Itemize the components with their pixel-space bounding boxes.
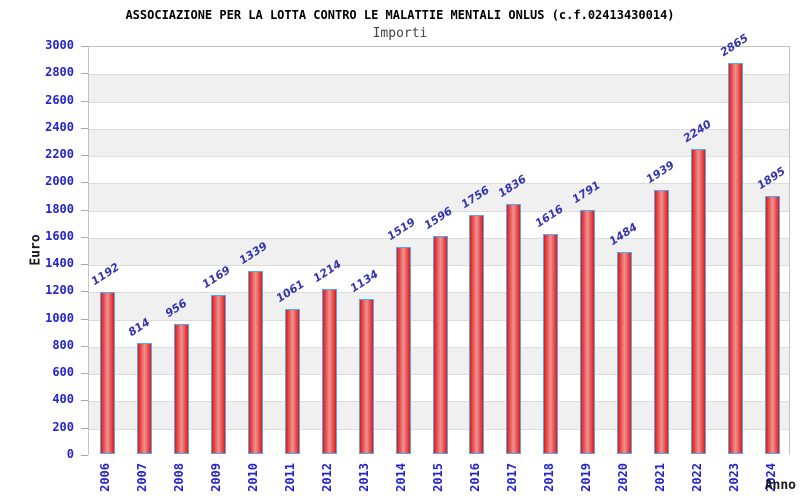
bar xyxy=(358,299,374,454)
x-tick-label: 2022 xyxy=(689,463,704,492)
x-tick-label: 2011 xyxy=(283,463,298,492)
x-tick-label: 2008 xyxy=(172,463,187,492)
y-tick-mark xyxy=(81,400,88,402)
y-tick-mark xyxy=(81,155,88,157)
y-tick-label: 1200 xyxy=(45,283,74,298)
x-tick-label: 2009 xyxy=(209,463,224,492)
y-tick-mark xyxy=(81,455,88,456)
gridline xyxy=(89,210,789,212)
bar xyxy=(136,343,152,454)
y-tick-mark xyxy=(81,373,88,375)
gridline xyxy=(89,156,789,158)
background-band xyxy=(89,128,789,157)
x-axis-title: Anno xyxy=(764,478,796,493)
y-tick-label: 1600 xyxy=(45,228,74,243)
x-tick-label: 2013 xyxy=(357,463,372,492)
x-tick-label: 2012 xyxy=(320,463,335,492)
x-tick-label: 2010 xyxy=(246,463,261,492)
x-tick-label: 2019 xyxy=(578,463,593,492)
y-tick-label: 1000 xyxy=(45,310,74,325)
gridline xyxy=(89,183,789,185)
chart-subtitle: Importi xyxy=(372,26,428,41)
y-tick-mark xyxy=(81,182,88,184)
y-tick-mark xyxy=(81,127,88,129)
x-tick-label: 2021 xyxy=(652,463,667,492)
y-tick-mark xyxy=(81,100,88,102)
y-tick-mark xyxy=(81,345,88,347)
y-tick-label: 2400 xyxy=(45,119,74,134)
bar xyxy=(580,209,596,454)
gridline xyxy=(89,101,789,103)
gridline xyxy=(89,74,789,76)
bar xyxy=(432,236,448,454)
x-tick-label: 2020 xyxy=(615,463,630,492)
y-tick-label: 1400 xyxy=(45,256,74,271)
chart-title: ASSOCIAZIONE PER LA LOTTA CONTRO LE MALA… xyxy=(125,8,675,22)
x-tick-label: 2018 xyxy=(541,463,556,492)
y-tick-label: 2800 xyxy=(45,65,74,80)
x-tick-label: 2006 xyxy=(98,463,113,492)
y-tick-label: 1800 xyxy=(45,201,74,216)
y-tick-label: 2600 xyxy=(45,92,74,107)
y-tick-mark xyxy=(81,46,88,47)
y-tick-label: 3000 xyxy=(45,38,74,52)
x-tick-label: 2015 xyxy=(431,463,445,492)
bar xyxy=(210,294,226,454)
x-tick-label: 2017 xyxy=(504,463,519,492)
bar xyxy=(506,203,522,454)
bar xyxy=(173,323,189,454)
background-band xyxy=(89,210,789,238)
y-tick-label: 0 xyxy=(66,447,74,461)
y-tick-mark xyxy=(81,318,88,320)
y-tick-label: 600 xyxy=(52,365,74,380)
y-tick-label: 200 xyxy=(52,419,74,434)
y-tick-mark xyxy=(81,236,88,238)
background-band xyxy=(89,74,789,102)
bar xyxy=(543,233,559,454)
y-tick-mark xyxy=(81,291,88,293)
y-tick-mark xyxy=(81,209,88,211)
bar xyxy=(617,251,633,454)
y-tick-mark xyxy=(81,264,88,266)
bar xyxy=(728,63,744,454)
bar xyxy=(99,291,115,454)
bar xyxy=(321,288,337,454)
bar xyxy=(395,246,411,454)
background-band xyxy=(89,156,789,184)
bar xyxy=(654,189,670,454)
bar xyxy=(247,271,263,454)
background-band xyxy=(89,47,789,75)
y-tick-mark xyxy=(81,73,88,75)
y-tick-label: 2200 xyxy=(45,147,74,162)
x-tick-label: 2014 xyxy=(394,463,409,492)
y-tick-label: 800 xyxy=(52,337,74,352)
bar xyxy=(469,214,485,454)
y-tick-mark xyxy=(81,427,88,429)
background-band xyxy=(89,101,789,129)
y-tick-label: 400 xyxy=(52,392,74,407)
x-tick-label: 2016 xyxy=(467,463,482,492)
bar xyxy=(691,148,707,454)
y-tick-label: 2000 xyxy=(45,174,74,189)
background-band xyxy=(89,183,789,211)
bar xyxy=(284,309,300,454)
bar xyxy=(765,195,781,454)
plot-area: 1192 814 956 1169 1339 1061 1214 1134 1519 1596 17… xyxy=(88,32,790,456)
x-tick-label: 2007 xyxy=(135,463,150,492)
x-tick-label: 2023 xyxy=(726,463,741,492)
gridline xyxy=(89,128,789,130)
